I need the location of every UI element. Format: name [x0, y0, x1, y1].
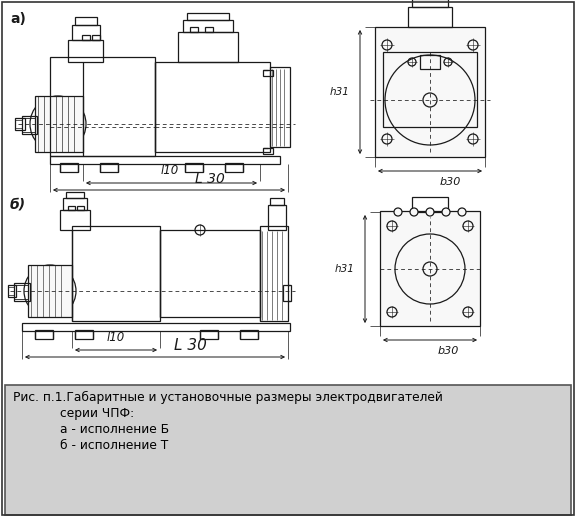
- Bar: [185, 163, 203, 172]
- Bar: [380, 211, 480, 326]
- Bar: [260, 226, 288, 321]
- Bar: [240, 330, 258, 339]
- Bar: [187, 13, 229, 20]
- Bar: [75, 17, 97, 25]
- Text: б): б): [10, 197, 26, 211]
- Bar: [66, 192, 84, 198]
- Bar: [72, 226, 160, 321]
- Bar: [22, 116, 37, 134]
- Bar: [420, 55, 440, 69]
- Bar: [408, 7, 452, 27]
- Bar: [155, 62, 270, 152]
- Bar: [263, 70, 273, 76]
- Circle shape: [394, 208, 402, 216]
- Bar: [225, 163, 243, 172]
- Bar: [263, 148, 273, 154]
- Bar: [200, 330, 218, 339]
- Bar: [15, 118, 25, 130]
- Circle shape: [426, 208, 434, 216]
- Bar: [375, 27, 485, 157]
- Bar: [190, 27, 198, 32]
- Text: а): а): [10, 12, 26, 26]
- Text: h31: h31: [330, 87, 350, 97]
- Bar: [68, 206, 75, 210]
- Bar: [68, 40, 103, 62]
- Bar: [63, 198, 87, 210]
- Text: l10: l10: [107, 331, 125, 344]
- Bar: [412, 197, 448, 212]
- Circle shape: [410, 208, 418, 216]
- Bar: [160, 230, 260, 317]
- Bar: [383, 52, 477, 127]
- Bar: [28, 265, 72, 317]
- Circle shape: [458, 208, 466, 216]
- Bar: [77, 206, 84, 210]
- Bar: [205, 27, 213, 32]
- Bar: [14, 283, 30, 301]
- Text: Рис. п.1.Габаритные и установочные размеры электродвигателей: Рис. п.1.Габаритные и установочные разме…: [13, 391, 443, 404]
- Text: l10: l10: [161, 164, 179, 177]
- Bar: [50, 57, 155, 156]
- Text: б - исполнение Т: б - исполнение Т: [60, 439, 168, 452]
- Bar: [75, 330, 93, 339]
- Text: b30: b30: [439, 177, 461, 187]
- Bar: [60, 210, 90, 230]
- Bar: [8, 285, 16, 297]
- Text: L 30: L 30: [195, 172, 225, 186]
- Text: L 30: L 30: [173, 338, 206, 353]
- Bar: [412, 0, 448, 7]
- Bar: [92, 35, 100, 40]
- Bar: [35, 330, 53, 339]
- Bar: [268, 205, 286, 230]
- Bar: [22, 323, 290, 331]
- Text: b30: b30: [437, 346, 458, 356]
- Bar: [5, 385, 571, 515]
- Bar: [283, 285, 291, 301]
- Bar: [50, 156, 280, 164]
- Bar: [270, 67, 290, 147]
- Bar: [178, 32, 238, 62]
- Bar: [183, 20, 233, 32]
- Bar: [82, 35, 90, 40]
- Bar: [270, 198, 284, 205]
- Circle shape: [442, 208, 450, 216]
- Bar: [35, 96, 83, 152]
- Text: h31: h31: [335, 264, 355, 274]
- Bar: [60, 163, 78, 172]
- Bar: [100, 163, 118, 172]
- Bar: [72, 25, 100, 40]
- Text: а - исполнение Б: а - исполнение Б: [60, 423, 169, 436]
- Text: серии ЧПФ:: серии ЧПФ:: [60, 407, 134, 420]
